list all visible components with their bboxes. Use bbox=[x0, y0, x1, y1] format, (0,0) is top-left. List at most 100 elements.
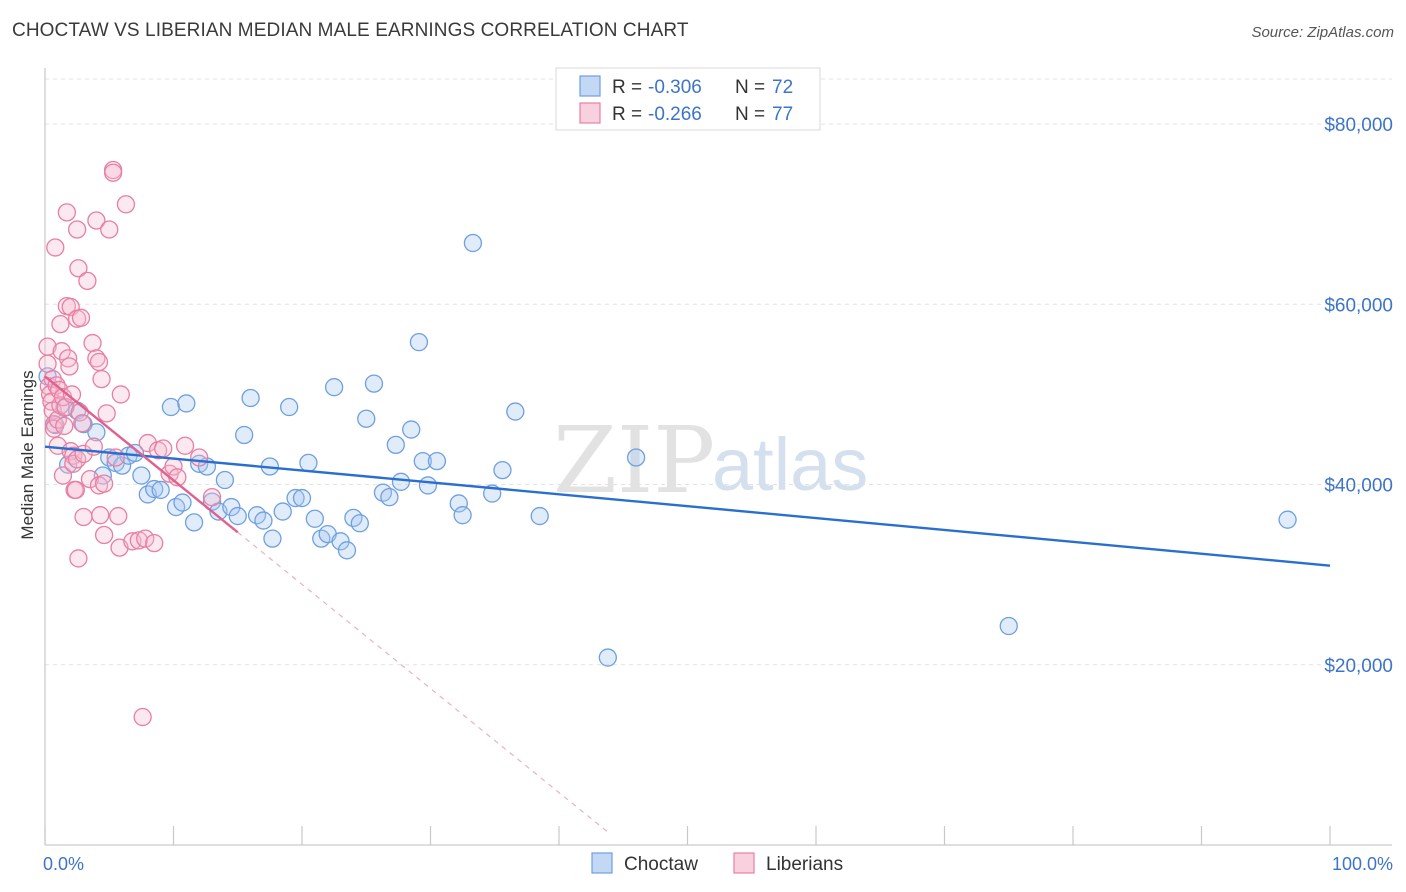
choctaw-point-64 bbox=[506, 402, 525, 421]
choctaw-point-3 bbox=[58, 455, 78, 474]
legend-r-label-liberians: R = bbox=[612, 104, 647, 125]
choctaw-point-57 bbox=[418, 476, 438, 495]
choctaw-point-19 bbox=[173, 493, 192, 512]
liberians-point-21 bbox=[57, 203, 76, 222]
bottom-legend-label-liberians: Liberians bbox=[766, 854, 843, 875]
liberians-point-64 bbox=[129, 531, 148, 550]
liberians-point-59 bbox=[109, 506, 128, 526]
choctaw-point-59 bbox=[449, 494, 468, 513]
chart-source: Source: ZipAtlas.com bbox=[1251, 24, 1394, 41]
choctaw-point-53 bbox=[391, 472, 411, 491]
y-tick-label-3: $80,000 bbox=[1324, 115, 1393, 136]
liberians-point-39 bbox=[73, 414, 92, 433]
choctaw-point-5 bbox=[74, 415, 93, 434]
liberians-trend-line bbox=[44, 375, 239, 534]
liberians-point-8 bbox=[44, 419, 64, 438]
legend-n-label-choctaw: N = bbox=[735, 77, 770, 98]
liberians-point-32 bbox=[67, 220, 87, 239]
liberians-point-57 bbox=[103, 163, 123, 182]
liberians-point-53 bbox=[94, 525, 114, 545]
liberians-point-70 bbox=[154, 439, 173, 458]
choctaw-point-54 bbox=[402, 420, 421, 439]
choctaw-point-66 bbox=[598, 648, 617, 667]
choctaw-point-17 bbox=[161, 397, 181, 417]
liberians-point-62 bbox=[116, 195, 136, 214]
choctaw-point-13 bbox=[132, 466, 151, 485]
choctaw-point-44 bbox=[331, 532, 350, 551]
x-tick-labels: 0.0% 100.0% bbox=[43, 854, 1393, 874]
choctaw-point-32 bbox=[254, 511, 273, 530]
liberians-point-41 bbox=[74, 507, 93, 527]
liberians-point-49 bbox=[89, 352, 109, 372]
legend-r-label-choctaw: R = bbox=[612, 77, 647, 98]
choctaw-point-47 bbox=[350, 514, 369, 533]
choctaw-point-26 bbox=[215, 470, 235, 490]
y-axis-label: Median Male Earnings bbox=[18, 370, 37, 539]
choctaw-point-51 bbox=[380, 488, 399, 507]
legend-r-value-choctaw: -0.306 bbox=[648, 77, 702, 98]
choctaw-point-29 bbox=[235, 425, 254, 445]
choctaw-point-56 bbox=[413, 451, 432, 471]
choctaw-point-63 bbox=[493, 460, 512, 480]
choctaw-point-65 bbox=[530, 506, 549, 526]
choctaw-point-15 bbox=[145, 479, 164, 499]
choctaw-point-36 bbox=[279, 397, 299, 417]
choctaw-point-69 bbox=[1278, 510, 1297, 529]
liberians-point-38 bbox=[71, 308, 91, 327]
liberians-point-76 bbox=[202, 488, 222, 507]
y-tick-label-0: $20,000 bbox=[1324, 656, 1393, 677]
liberians-point-1 bbox=[38, 354, 57, 373]
choctaw-point-45 bbox=[337, 541, 357, 560]
liberians-point-24 bbox=[60, 357, 79, 376]
y-tick-label-2: $60,000 bbox=[1324, 295, 1393, 316]
grid-lines bbox=[45, 78, 1392, 666]
choctaw-trend-line bbox=[44, 445, 1331, 567]
choctaw-point-21 bbox=[184, 513, 204, 532]
choctaw-point-39 bbox=[299, 453, 318, 473]
choctaw-point-58 bbox=[427, 451, 447, 471]
choctaw-point-28 bbox=[228, 506, 247, 526]
y-tick-labels: $20,000 $40,000 $60,000 $80,000 bbox=[1324, 115, 1393, 677]
liberians-point-65 bbox=[133, 707, 152, 727]
choctaw-point-38 bbox=[292, 488, 312, 508]
bottom-legend: Choctaw Liberians bbox=[591, 852, 843, 875]
legend-n-value-liberians: 77 bbox=[772, 104, 793, 125]
legend-n-value-choctaw: 72 bbox=[772, 77, 793, 98]
liberians-point-55 bbox=[100, 220, 119, 239]
choctaw-point-61 bbox=[463, 233, 483, 253]
liberians-point-46 bbox=[87, 211, 106, 230]
choctaw-point-40 bbox=[305, 509, 325, 528]
liberians-point-42 bbox=[78, 271, 97, 291]
liberians-point-35 bbox=[69, 549, 88, 568]
liberians-point-31 bbox=[66, 480, 85, 500]
liberians-point-75 bbox=[190, 448, 209, 467]
liberians-point-74 bbox=[175, 436, 195, 455]
liberians-point-51 bbox=[92, 369, 111, 389]
watermark-atlas: atlas bbox=[712, 423, 868, 506]
choctaw-point-34 bbox=[263, 529, 282, 548]
bottom-legend-swatch-liberians bbox=[733, 852, 755, 874]
choctaw-point-43 bbox=[324, 378, 344, 397]
choctaw-point-12 bbox=[125, 443, 145, 463]
liberians-point-16 bbox=[52, 342, 71, 361]
liberians-point-52 bbox=[94, 474, 114, 493]
choctaw-point-37 bbox=[286, 488, 305, 508]
liberians-points bbox=[38, 160, 222, 727]
choctaw-point-68 bbox=[999, 616, 1018, 636]
liberians-point-43 bbox=[80, 469, 100, 489]
x-tick-label-max: 100.0% bbox=[1332, 854, 1393, 874]
choctaw-point-20 bbox=[177, 394, 196, 413]
liberians-point-19 bbox=[55, 416, 74, 436]
choctaw-point-55 bbox=[409, 333, 429, 352]
axes bbox=[44, 68, 1392, 846]
choctaw-point-6 bbox=[87, 423, 106, 442]
legend-box: R = -0.306 N = 72 R = -0.266 N = 77 bbox=[555, 67, 821, 131]
legend-r-value-liberians: -0.266 bbox=[648, 104, 702, 125]
trend-lines bbox=[44, 375, 1331, 835]
choctaw-point-67 bbox=[626, 448, 646, 467]
liberians-point-50 bbox=[91, 506, 110, 525]
chart-title: CHOCTAW VS LIBERIAN MEDIAN MALE EARNINGS… bbox=[12, 20, 689, 41]
legend-swatch-liberians bbox=[579, 102, 601, 124]
liberians-point-61 bbox=[111, 385, 130, 404]
